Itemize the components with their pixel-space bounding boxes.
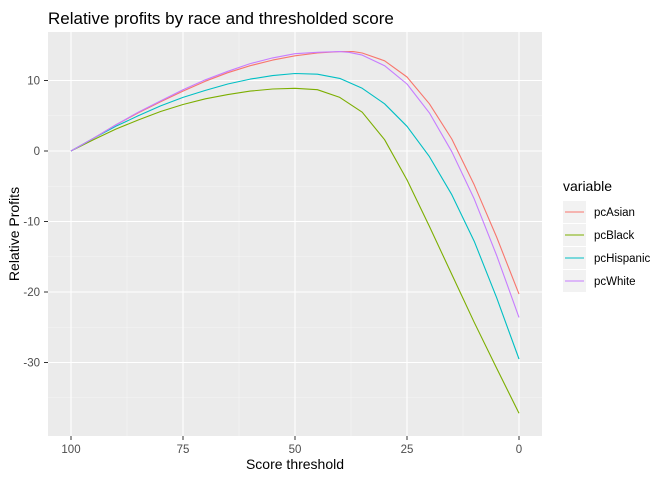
x-axis: 100 75 50 25 0	[61, 436, 522, 456]
legend-label: pcWhite	[594, 276, 636, 288]
series-line-pcWhite	[70, 51, 520, 318]
y-tick-label: 0	[34, 146, 40, 158]
y-tick-label: -30	[23, 358, 40, 370]
series-line-pcHispanic	[70, 72, 520, 360]
legend-label: pcAsian	[594, 207, 635, 219]
gridlines	[48, 32, 542, 436]
x-tick-label: 75	[177, 444, 190, 456]
series-line-pcBlack	[70, 87, 520, 414]
y-axis: 10 0 -10 -20 -30	[23, 76, 48, 370]
y-axis-title: Relative Profits	[6, 187, 22, 281]
y-tick-label: -20	[23, 287, 40, 299]
x-tick-label: 50	[289, 444, 302, 456]
legend-title: variable	[563, 178, 612, 194]
y-tick-label: -10	[23, 217, 40, 229]
y-tick-label: 10	[27, 76, 40, 88]
legend-label: pcHispanic	[594, 253, 650, 265]
x-tick-label: 25	[401, 444, 414, 456]
x-axis-title: Score threshold	[246, 456, 344, 472]
series-line-pcAsian	[70, 51, 520, 295]
x-tick-label: 0	[516, 444, 522, 456]
chart-title: Relative profits by race and thresholded…	[48, 9, 394, 28]
legend-label: pcBlack	[594, 230, 635, 242]
legend: variable pcAsian pcBlack pcHispanic pcWhite	[563, 178, 650, 292]
x-tick-label: 100	[61, 444, 80, 456]
series-lines	[70, 51, 520, 414]
